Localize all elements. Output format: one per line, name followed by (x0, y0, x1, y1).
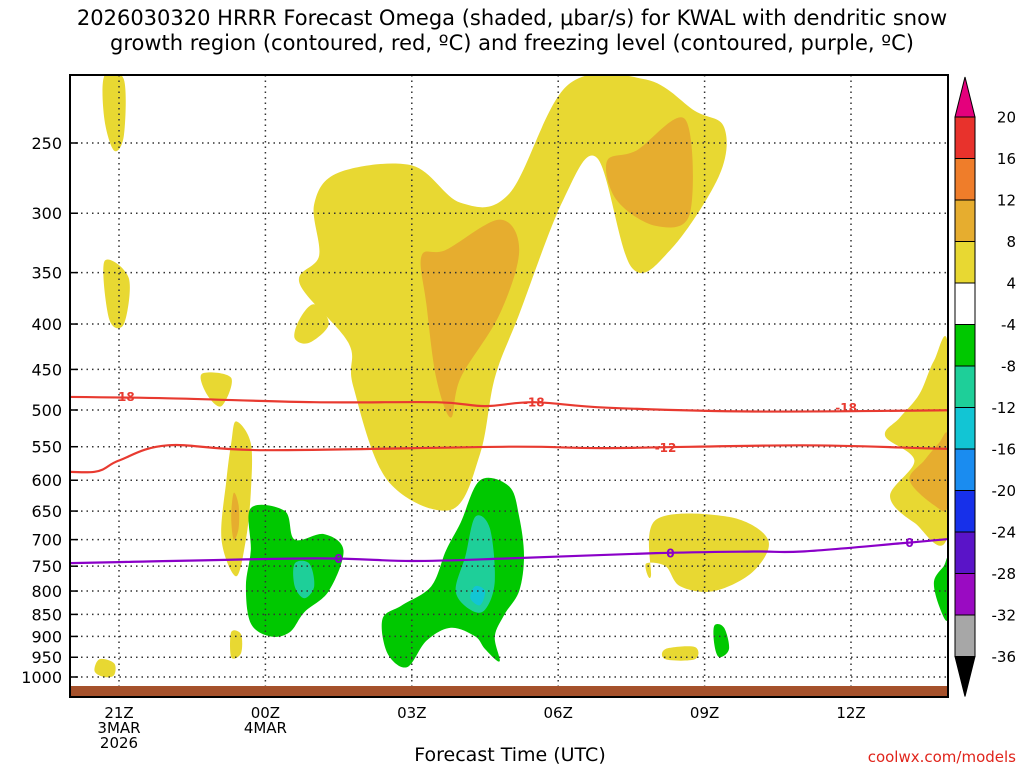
colorbar-label-6: -8 (1001, 358, 1016, 376)
credit-link[interactable]: coolwx.com/models (867, 748, 1016, 766)
omega-region-22 (933, 557, 948, 621)
omega-region-21 (713, 623, 730, 658)
contour-1 (70, 443, 948, 474)
omega-region-4 (103, 259, 130, 329)
x-tick-label-03Z-0: 03Z (397, 704, 426, 722)
colorbar-label-8: -16 (992, 441, 1017, 459)
colorbar: 20 16 12 8 4 -4 -8 -12 -16 -20 -24 -28 -32 -36 (954, 76, 1017, 697)
omega-region-17 (293, 560, 315, 599)
y-tick-label-300: 300 (31, 204, 62, 223)
omega-region-14 (909, 432, 948, 512)
y-tick-label-900: 900 (31, 627, 62, 646)
omega-region-10 (94, 658, 116, 678)
colorbar-box-10 (954, 531, 976, 574)
colorbar-min-triangle (954, 656, 976, 697)
omega-shading-layer (94, 75, 948, 678)
colorbar-box-5 (954, 324, 976, 367)
omega-region-12 (661, 646, 699, 661)
colorbar-box-4 (954, 282, 976, 325)
colorbar-label-12: -32 (992, 607, 1017, 625)
contour-label-2-2: 0 (905, 536, 913, 550)
colorbar-label-2: 12 (997, 192, 1016, 210)
title-line-1: 2026030320 HRRR Forecast Omega (shaded, … (76, 6, 948, 30)
omega-region-8 (231, 492, 240, 540)
x-tick-label-21Z-0: 21Z (104, 704, 133, 722)
contour-label-2-1: 0 (666, 547, 674, 561)
colorbar-box-12 (954, 614, 976, 657)
colorbar-box-2 (954, 199, 976, 242)
plot-frame (69, 74, 949, 698)
x-tick-label-00Z-1: 4MAR (244, 719, 287, 737)
y-tick-label-700: 700 (31, 531, 62, 550)
colorbar-max-triangle (954, 76, 976, 118)
ground-band (70, 686, 948, 697)
y-tick-label-800: 800 (31, 582, 62, 601)
y-tick-label-1000: 1000 (21, 668, 62, 687)
colorbar-label-1: 16 (997, 150, 1016, 168)
y-tick-label-350: 350 (31, 264, 62, 283)
contour-label-0-2: -18 (835, 401, 857, 415)
y-tick-label-750: 750 (31, 557, 62, 576)
contour-label-0-1: -18 (523, 396, 545, 410)
omega-region-6 (200, 372, 232, 407)
x-axis-title: Forecast Time (UTC) (414, 744, 606, 766)
y-tick-label-650: 650 (31, 502, 62, 521)
contour-2 (70, 538, 948, 565)
omega-region-3 (102, 75, 126, 152)
omega-region-9 (230, 630, 243, 659)
x-tick-label-12Z-0: 12Z (836, 704, 865, 722)
colorbar-label-7: -12 (992, 399, 1017, 417)
contour-label-0-0: -18 (113, 390, 135, 404)
colorbar-box-0 (954, 116, 976, 159)
colorbar-label-0: 20 (997, 109, 1016, 127)
colorbar-box-6 (954, 365, 976, 408)
chart-title: 2026030320 HRRR Forecast Omega (shaded, … (0, 6, 1024, 56)
colorbar-label-10: -24 (992, 524, 1017, 542)
colorbar-label-5: -4 (1001, 316, 1016, 334)
colorbar-box-9 (954, 490, 976, 533)
contour-label-1-0: -12 (655, 441, 677, 455)
y-tick-label-450: 450 (31, 360, 62, 379)
colorbar-label-13: -36 (992, 648, 1017, 666)
omega-region-20 (470, 585, 486, 606)
title-line-2: growth region (contoured, red, ºC) and f… (110, 31, 914, 55)
y-tick-label-550: 550 (31, 438, 62, 457)
colorbar-box-3 (954, 241, 976, 284)
y-tick-label-250: 250 (31, 134, 62, 153)
y-tick-label-600: 600 (31, 471, 62, 490)
x-tick-label-09Z-0: 09Z (690, 704, 719, 722)
y-tick-label-850: 850 (31, 605, 62, 624)
y-tick-label-400: 400 (31, 315, 62, 334)
grid-layer (70, 75, 948, 697)
colorbar-box-11 (954, 573, 976, 616)
colorbar-box-1 (954, 158, 976, 201)
x-tick-label-06Z-0: 06Z (544, 704, 573, 722)
colorbar-box-8 (954, 448, 976, 491)
colorbar-label-11: -28 (992, 565, 1017, 583)
colorbar-label-3: 8 (1006, 233, 1016, 251)
y-tick-label-950: 950 (31, 648, 62, 667)
omega-region-1 (420, 219, 520, 418)
contour-0 (70, 395, 948, 413)
colorbar-box-7 (954, 407, 976, 450)
x-tick-label-00Z-0: 00Z (251, 704, 280, 722)
colorbar-label-9: -20 (992, 482, 1017, 500)
y-tick-label-500: 500 (31, 401, 62, 420)
axis-labels-layer: 250 300 350 400 450 500 550 600 650 700 750 800 850 9… (21, 134, 865, 752)
omega-region-2 (605, 117, 693, 228)
frame-layer (69, 74, 949, 698)
omega-region-19 (455, 515, 495, 613)
contour-layer: -18 -18 -18 -12 0 0 0 (70, 390, 948, 566)
colorbar-label-4: 4 (1006, 275, 1016, 293)
x-tick-label-21Z-2: 2026 (100, 734, 138, 752)
omega-region-5 (294, 304, 329, 344)
x-tick-label-21Z-1: 3MAR (97, 719, 140, 737)
contour-label-2-0: 0 (334, 552, 342, 566)
